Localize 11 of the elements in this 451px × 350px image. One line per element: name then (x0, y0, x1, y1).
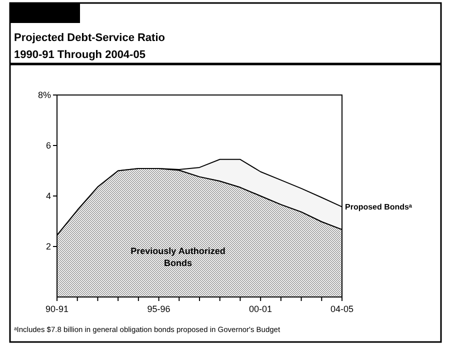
x-tick-label: 90-91 (45, 304, 69, 314)
chart-title: Projected Debt-Service Ratio (14, 32, 166, 44)
x-tick-label: 04-05 (330, 304, 354, 314)
series-label: Proposed Bondsᵃ (345, 202, 412, 212)
y-tick-label: 2 (46, 242, 51, 252)
chart-subtitle: 1990-91 Through 2004-05 (14, 49, 146, 61)
y-tick-label: 6 (46, 140, 51, 151)
y-tick-label: 4 (46, 191, 51, 202)
x-tick-label: 95-96 (147, 304, 170, 314)
x-tick-label: 00-01 (249, 304, 272, 314)
y-tick-label: 8% (38, 90, 51, 100)
